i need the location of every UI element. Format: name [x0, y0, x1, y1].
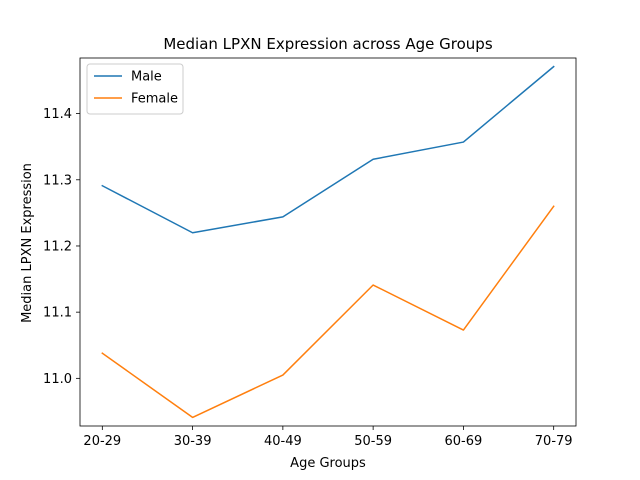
x-tick-label: 20-29: [83, 434, 121, 449]
series-line-male: [101, 65, 555, 234]
x-axis-label: Age Groups: [290, 456, 366, 471]
x-tick-label: 40-49: [264, 434, 302, 449]
y-axis-label: Median LPXN Expression: [20, 163, 35, 323]
chart-title: Median LPXN Expression across Age Groups: [163, 35, 492, 53]
plot-area: 20-29 30-39 40-49 50-59 60-69 70-79 11.0 11.1 11…: [43, 57, 577, 449]
y-tick-label: 11.0: [43, 372, 72, 387]
x-tick-label: 30-39: [174, 434, 212, 449]
x-tick-label: 50-59: [354, 434, 392, 449]
series-line-female: [101, 205, 555, 419]
x-tick-label: 70-79: [535, 434, 573, 449]
y-tick-label: 11.4: [43, 107, 72, 122]
y-tick-label: 11.3: [43, 173, 72, 188]
legend-label-female: Female: [131, 92, 178, 107]
axes-frame: [79, 57, 577, 427]
y-tick-label: 11.1: [43, 306, 72, 321]
y-tick-label: 11.2: [43, 239, 72, 254]
x-tick-label: 60-69: [445, 434, 483, 449]
legend-label-male: Male: [131, 70, 162, 85]
